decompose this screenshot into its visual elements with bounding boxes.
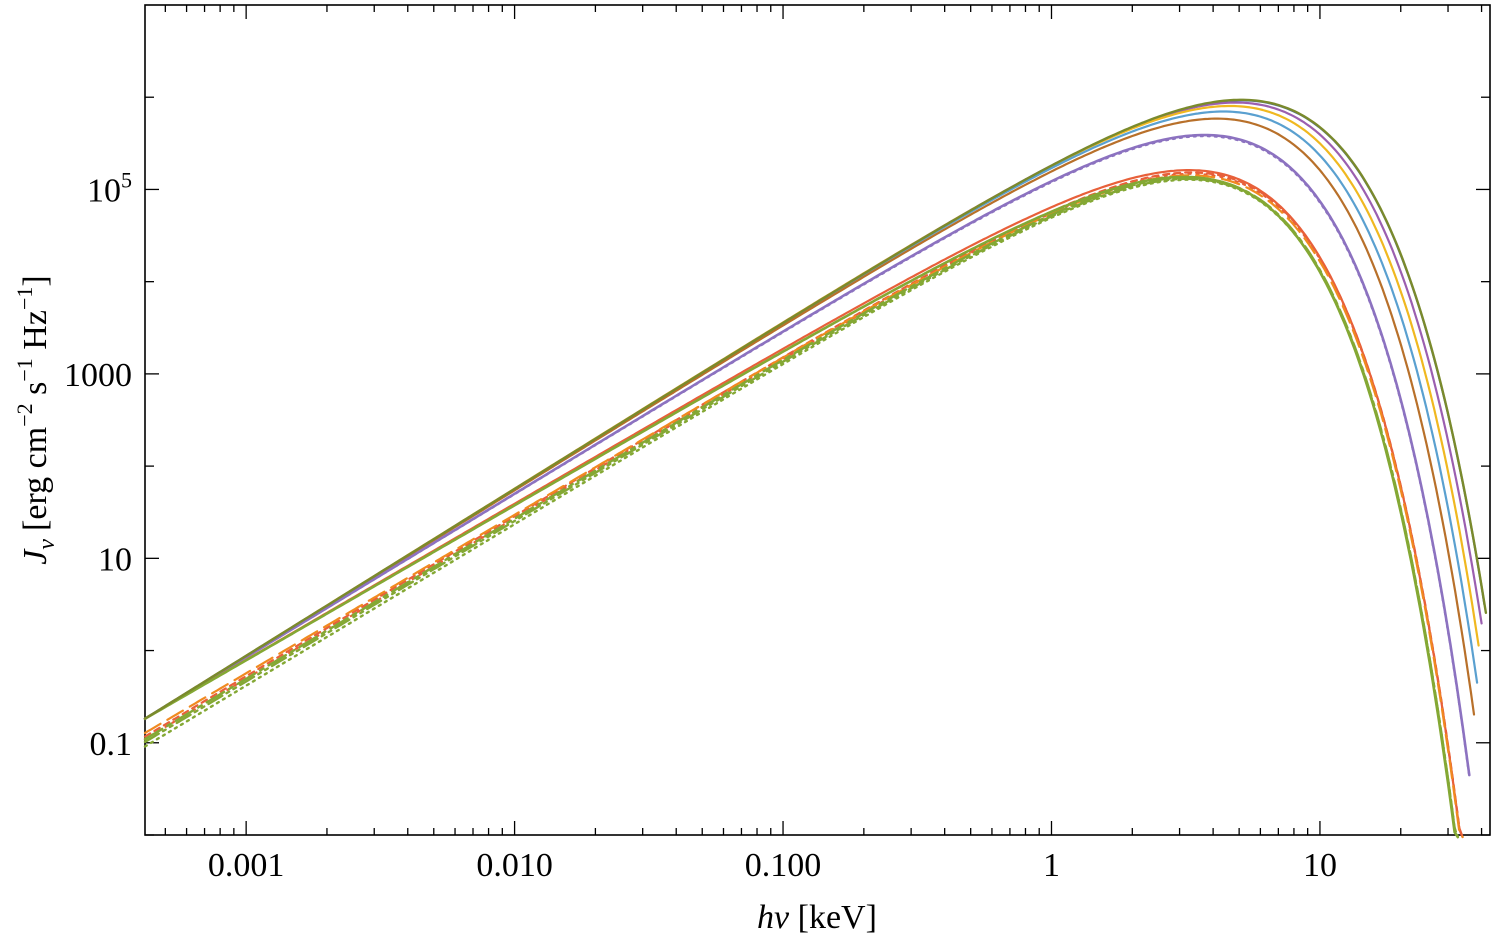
series-line	[143, 133, 1471, 777]
x-axis-title-nu: ν	[774, 899, 790, 936]
series-curves	[143, 98, 1488, 839]
y-tick-label: 1000	[64, 357, 132, 394]
x-tick-labels: 0.001 0.010 0.100 1 10	[208, 847, 1337, 884]
x-tick-label: 1	[1043, 847, 1060, 884]
series-line	[143, 172, 1464, 839]
x-axis-title-unit: [keV]	[789, 899, 877, 936]
series-line	[143, 98, 1488, 720]
series-line	[143, 174, 1464, 839]
x-tick-label: 0.001	[208, 847, 285, 884]
y-axis-title-hz: Hz	[17, 310, 54, 358]
y-tick-label: 10	[98, 541, 132, 578]
x-tick-label: 0.010	[476, 847, 553, 884]
x-axis-title-prefix: h	[757, 899, 774, 936]
y-axis-title-exp3: −1	[12, 287, 37, 310]
x-axis-title: hν [keV]	[757, 899, 877, 936]
y-axis-title: Jν[erg cm−2 s−1 Hz−1]	[12, 275, 60, 564]
y-axis-title-sub: ν	[34, 539, 60, 550]
series-line	[143, 135, 1471, 778]
y-tick-label: 105	[87, 167, 132, 209]
series-line	[143, 117, 1476, 720]
series-line	[143, 99, 1486, 720]
y-axis-title-symbol: J	[17, 548, 54, 565]
y-axis-title-s: s	[17, 382, 54, 404]
y-tick-label: 0.1	[90, 726, 133, 763]
x-tick-label: 0.100	[745, 847, 822, 884]
y-axis-title-units: [erg cm	[17, 427, 54, 531]
series-line	[143, 169, 1464, 839]
series-line	[143, 178, 1459, 839]
series-line	[143, 171, 1464, 839]
series-line	[143, 176, 1459, 839]
y-tick-labels: 0.1 10 1000 105	[64, 167, 132, 762]
series-line	[143, 177, 1459, 839]
y-axis-title-exp1: −2	[12, 403, 37, 426]
series-line	[143, 175, 1460, 839]
y-axis-title-exp2: −1	[12, 358, 37, 381]
x-tick-label: 10	[1303, 847, 1337, 884]
tick-marks	[145, 5, 1490, 836]
y-axis-title-close: ]	[17, 275, 54, 286]
plot-frame	[144, 4, 1491, 836]
